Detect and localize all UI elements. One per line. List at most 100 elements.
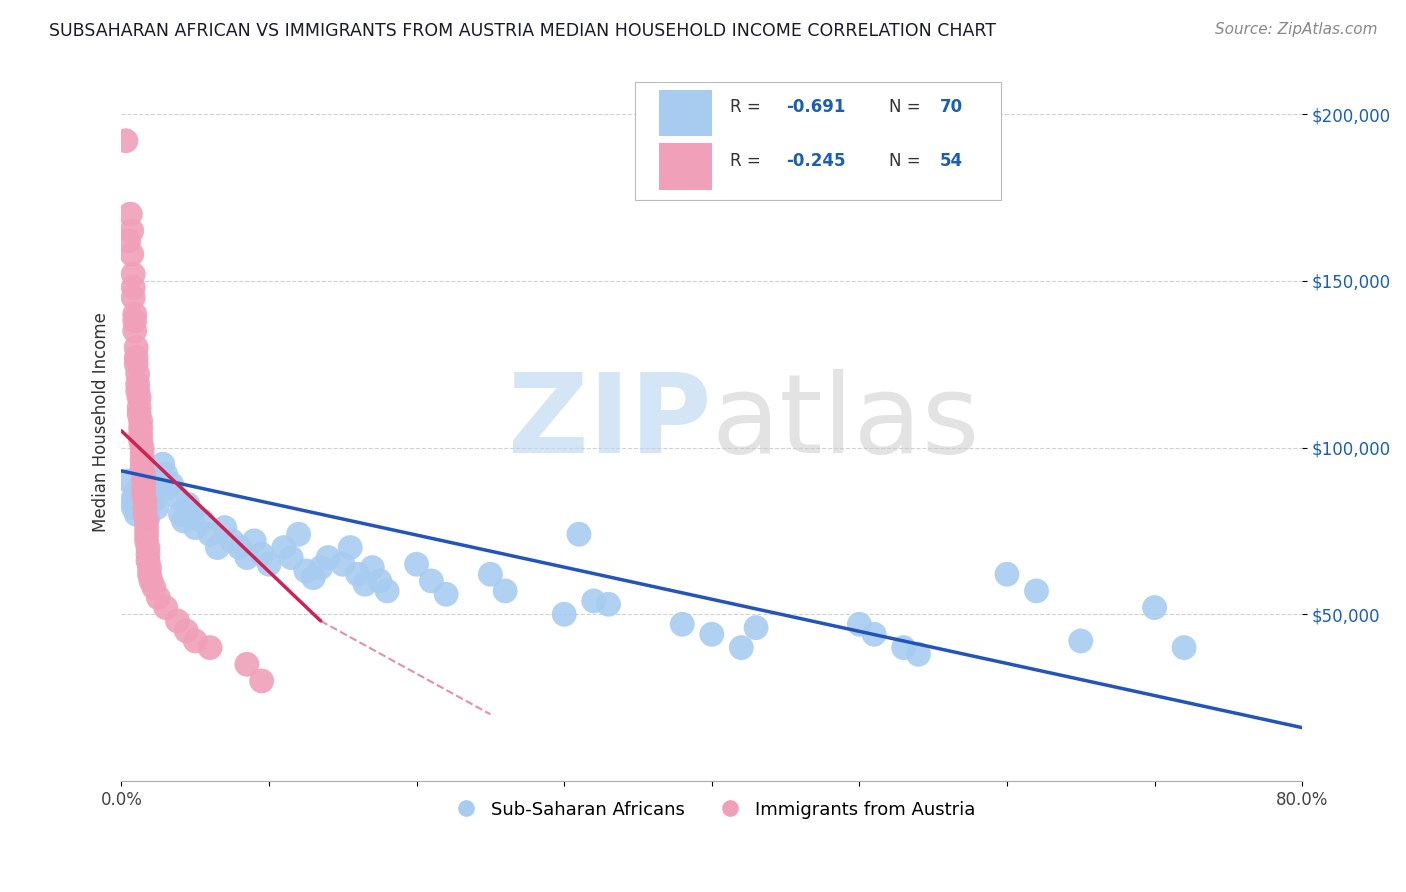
- Text: -0.691: -0.691: [786, 98, 845, 116]
- Text: ZIP: ZIP: [509, 369, 711, 476]
- Point: [361, 560, 384, 574]
- Point: [124, 314, 146, 328]
- Point: [494, 583, 516, 598]
- Point: [863, 627, 886, 641]
- Point: [184, 520, 207, 534]
- FancyBboxPatch shape: [636, 82, 1001, 201]
- Point: [169, 507, 191, 521]
- Point: [124, 307, 146, 321]
- Point: [135, 533, 157, 548]
- Point: [236, 550, 259, 565]
- Text: 54: 54: [939, 152, 963, 169]
- Point: [136, 510, 159, 524]
- Point: [198, 527, 221, 541]
- Point: [122, 500, 145, 515]
- Point: [127, 377, 149, 392]
- Point: [149, 474, 172, 488]
- Point: [125, 341, 148, 355]
- Point: [132, 474, 155, 488]
- Point: [309, 560, 332, 574]
- Point: [122, 267, 145, 281]
- Point: [132, 497, 155, 511]
- Point: [191, 514, 214, 528]
- Text: atlas: atlas: [711, 369, 980, 476]
- Point: [129, 420, 152, 434]
- Point: [848, 617, 870, 632]
- Point: [553, 607, 575, 622]
- Point: [136, 541, 159, 555]
- Point: [122, 290, 145, 304]
- Point: [700, 627, 723, 641]
- Bar: [658, 144, 711, 190]
- Point: [280, 550, 302, 565]
- Point: [479, 567, 502, 582]
- Point: [118, 474, 141, 488]
- Text: -0.245: -0.245: [786, 152, 845, 169]
- Point: [134, 500, 156, 515]
- Point: [131, 454, 153, 468]
- Point: [368, 574, 391, 588]
- Point: [138, 560, 160, 574]
- Point: [1025, 583, 1047, 598]
- Point: [121, 494, 143, 508]
- Point: [207, 541, 229, 555]
- Point: [176, 624, 198, 638]
- Point: [125, 357, 148, 371]
- Point: [346, 567, 368, 582]
- Point: [1173, 640, 1195, 655]
- Point: [198, 640, 221, 655]
- Point: [125, 351, 148, 365]
- Point: [273, 541, 295, 555]
- Point: [138, 567, 160, 582]
- Point: [332, 558, 354, 572]
- Text: R =: R =: [730, 98, 765, 116]
- Point: [166, 491, 188, 505]
- Point: [375, 583, 398, 598]
- Point: [1070, 634, 1092, 648]
- Text: 70: 70: [939, 98, 963, 116]
- Point: [295, 564, 318, 578]
- Point: [129, 427, 152, 442]
- Point: [125, 507, 148, 521]
- Point: [582, 594, 605, 608]
- Text: N =: N =: [889, 98, 925, 116]
- Point: [121, 224, 143, 238]
- Point: [166, 614, 188, 628]
- Point: [434, 587, 457, 601]
- Point: [134, 500, 156, 515]
- Point: [128, 401, 150, 415]
- Point: [243, 533, 266, 548]
- Point: [118, 234, 141, 248]
- Point: [128, 407, 150, 421]
- Point: [1143, 600, 1166, 615]
- Point: [302, 571, 325, 585]
- Point: [250, 673, 273, 688]
- Text: R =: R =: [730, 152, 765, 169]
- Point: [221, 533, 243, 548]
- Point: [131, 441, 153, 455]
- Point: [136, 554, 159, 568]
- Point: [136, 547, 159, 561]
- Point: [214, 520, 236, 534]
- Point: [146, 500, 169, 515]
- Point: [127, 367, 149, 381]
- Point: [339, 541, 361, 555]
- Point: [250, 547, 273, 561]
- Point: [124, 324, 146, 338]
- Point: [132, 481, 155, 495]
- Point: [228, 541, 250, 555]
- Point: [115, 134, 138, 148]
- Point: [671, 617, 693, 632]
- Point: [131, 460, 153, 475]
- Y-axis label: Median Household Income: Median Household Income: [93, 312, 110, 533]
- Point: [122, 280, 145, 294]
- Point: [730, 640, 752, 655]
- Point: [120, 207, 142, 221]
- Point: [184, 634, 207, 648]
- Point: [134, 507, 156, 521]
- Point: [129, 434, 152, 448]
- Point: [139, 483, 162, 498]
- Bar: [658, 89, 711, 136]
- Text: SUBSAHARAN AFRICAN VS IMMIGRANTS FROM AUSTRIA MEDIAN HOUSEHOLD INCOME CORRELATIO: SUBSAHARAN AFRICAN VS IMMIGRANTS FROM AU…: [49, 22, 997, 40]
- Point: [287, 527, 309, 541]
